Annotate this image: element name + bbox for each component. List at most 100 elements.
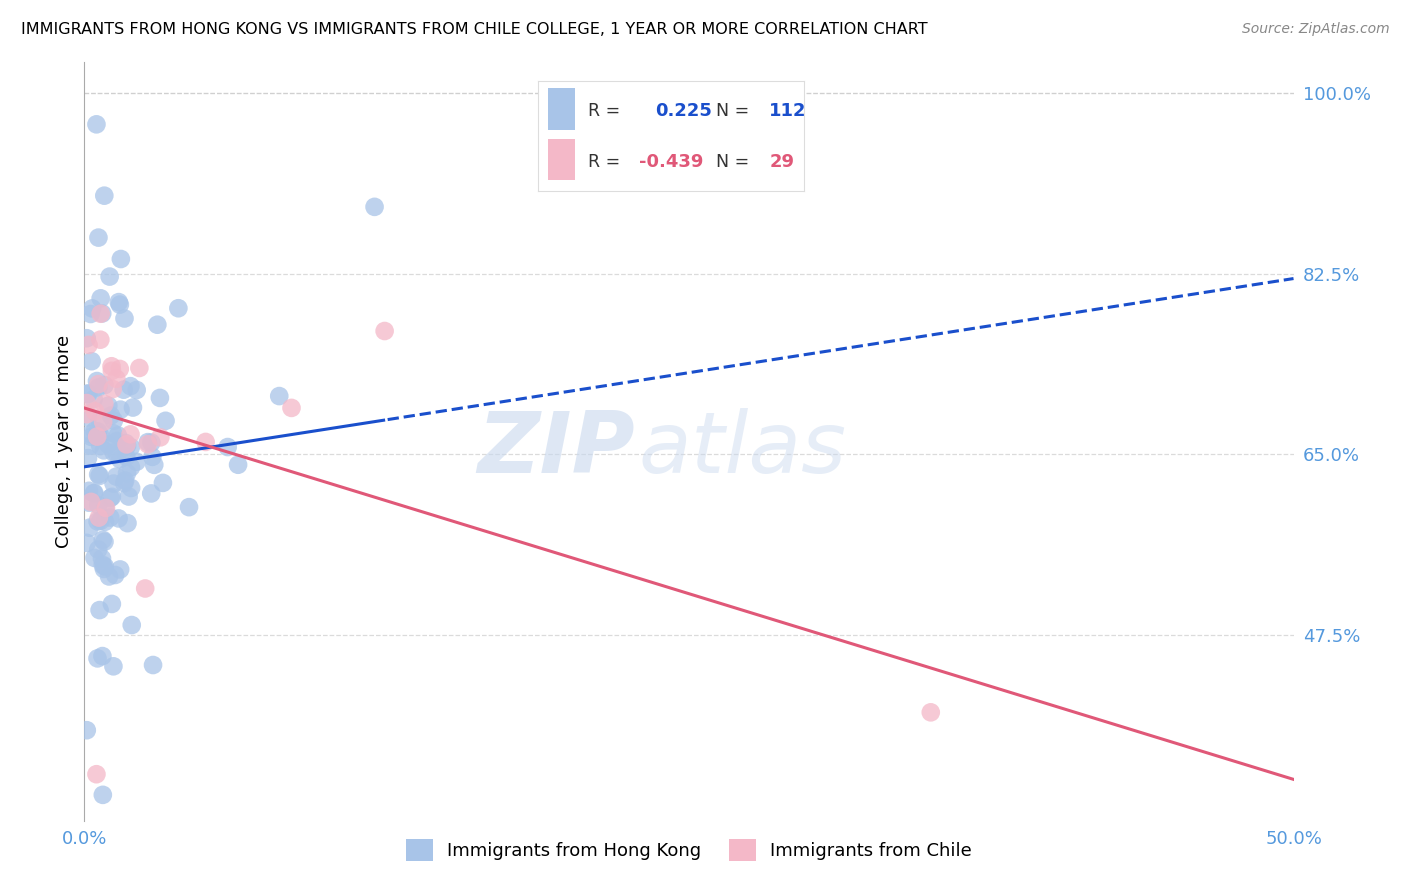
Point: [93, 397, 115, 411]
Point: [83, 486, 105, 500]
Point: [86, 515, 108, 529]
Point: [103, 445, 125, 459]
Point: [217, 440, 239, 454]
Point: [363, 200, 385, 214]
Point: [76, 396, 98, 410]
Point: [94, 500, 117, 515]
Point: [155, 414, 177, 428]
Point: [82, 301, 104, 316]
Text: ZIP: ZIP: [477, 408, 634, 491]
Point: [125, 455, 148, 469]
Point: [84, 404, 107, 418]
Point: [103, 476, 125, 491]
Point: [149, 430, 172, 444]
Point: [149, 391, 172, 405]
Point: [98, 510, 121, 524]
Point: [91, 306, 114, 320]
Point: [86, 767, 108, 781]
Point: [280, 401, 302, 415]
Point: [121, 618, 143, 632]
Point: [77, 495, 100, 509]
Point: [920, 706, 942, 720]
Point: [114, 474, 136, 488]
Point: [98, 269, 121, 284]
Legend: Immigrants from Hong Kong, Immigrants from Chile: Immigrants from Hong Kong, Immigrants fr…: [399, 832, 979, 869]
Point: [136, 437, 159, 451]
Point: [89, 514, 111, 528]
Point: [167, 301, 190, 316]
Point: [108, 297, 131, 311]
Point: [101, 382, 124, 396]
Point: [93, 378, 115, 392]
Point: [269, 389, 291, 403]
Point: [100, 409, 122, 423]
Point: [87, 230, 110, 244]
Point: [77, 386, 100, 401]
Point: [77, 338, 100, 352]
Point: [87, 542, 110, 557]
Point: [91, 415, 114, 429]
Point: [110, 402, 132, 417]
Point: [79, 307, 101, 321]
Point: [94, 500, 117, 515]
Point: [77, 451, 100, 466]
Point: [76, 723, 98, 738]
Point: [94, 515, 117, 529]
Point: [120, 481, 142, 495]
Point: [77, 483, 100, 498]
Point: [101, 490, 124, 504]
Point: [86, 651, 108, 665]
Point: [115, 439, 138, 453]
Point: [87, 467, 110, 482]
Point: [91, 649, 114, 664]
Point: [101, 597, 124, 611]
Point: [110, 252, 132, 266]
Point: [76, 407, 98, 421]
Point: [108, 452, 131, 467]
Point: [87, 510, 110, 524]
Point: [115, 450, 138, 464]
Point: [80, 495, 103, 509]
Point: [117, 516, 139, 530]
Point: [89, 439, 111, 453]
Point: [93, 443, 115, 458]
Point: [87, 498, 110, 512]
Point: [128, 361, 150, 376]
Point: [141, 486, 163, 500]
Point: [94, 559, 117, 574]
Point: [89, 603, 111, 617]
Point: [141, 435, 163, 450]
Point: [194, 434, 217, 449]
Point: [120, 427, 142, 442]
Point: [76, 386, 98, 401]
Point: [112, 383, 135, 397]
Point: [83, 550, 105, 565]
Point: [90, 291, 112, 305]
Point: [86, 117, 108, 131]
Point: [141, 450, 163, 464]
Point: [86, 429, 108, 443]
Point: [97, 437, 120, 451]
Point: [103, 414, 125, 428]
Point: [120, 379, 142, 393]
Point: [120, 460, 142, 475]
Point: [86, 374, 108, 388]
Point: [89, 428, 111, 442]
Point: [89, 413, 111, 427]
Point: [91, 551, 114, 566]
Point: [87, 377, 110, 392]
Text: atlas: atlas: [638, 408, 846, 491]
Point: [115, 437, 138, 451]
Point: [98, 569, 121, 583]
Point: [76, 536, 98, 550]
Point: [93, 534, 115, 549]
Point: [101, 364, 124, 378]
Point: [101, 426, 124, 441]
Point: [103, 659, 125, 673]
Point: [91, 788, 114, 802]
Point: [105, 469, 128, 483]
Point: [89, 468, 111, 483]
Point: [83, 486, 105, 500]
Point: [115, 466, 138, 480]
Point: [107, 511, 129, 525]
